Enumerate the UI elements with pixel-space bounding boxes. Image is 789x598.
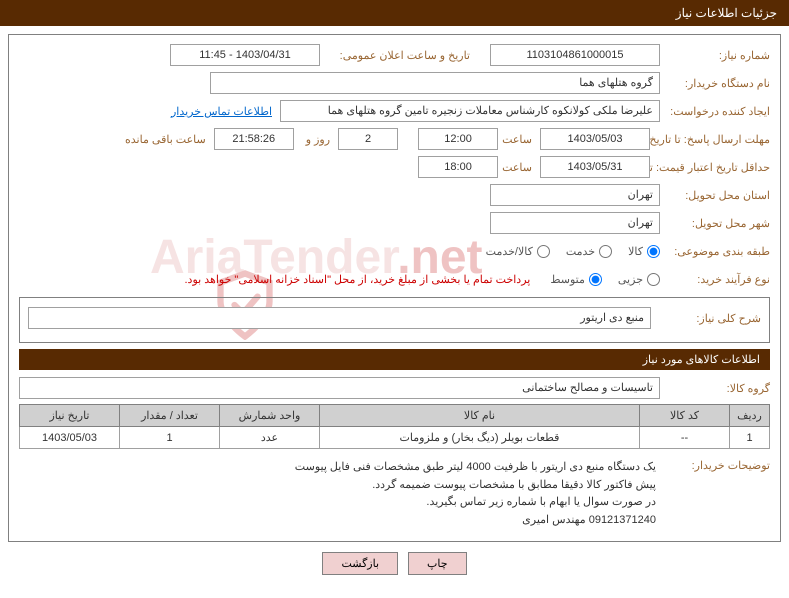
request-creator-label: ایجاد کننده درخواست: [660, 105, 770, 118]
need-summary-label: شرح کلی نیاز: [651, 312, 761, 325]
category-radio-goods-service-input[interactable] [537, 245, 550, 258]
summary-panel: شرح کلی نیاز: منبع دی اریتور [19, 297, 770, 343]
th-unit: واحد شمارش [220, 405, 320, 427]
validity-date-value: 1403/05/31 [540, 156, 650, 178]
info-panel: شماره نیاز: 1103104861000015 تاریخ و ساع… [8, 34, 781, 542]
days-and-label: روز و [302, 133, 330, 146]
buyer-notes-label: توضیحات خریدار: [660, 455, 770, 472]
announce-datetime-value: 1403/04/31 - 11:45 [170, 44, 320, 66]
delivery-city-label: شهر محل تحویل: [660, 217, 770, 230]
purchase-radio-partial[interactable]: جزیی [618, 273, 660, 286]
purchase-radio-medium-label: متوسط [550, 273, 585, 286]
back-button[interactable]: بازگشت [322, 552, 398, 575]
price-validity-label: حداقل تاریخ اعتبار قیمت: تا تاریخ: [650, 161, 770, 174]
purchase-type-label: نوع فرآیند خرید: [660, 273, 770, 286]
remaining-label: ساعت باقی مانده [121, 133, 206, 146]
category-radio-group: کالا خدمت کالا/خدمت [486, 245, 660, 258]
delivery-province-label: استان محل تحویل: [660, 189, 770, 202]
need-number-label: شماره نیاز: [660, 49, 770, 62]
th-row-no: ردیف [730, 405, 770, 427]
goods-info-section-title: اطلاعات کالاهای مورد نیاز [19, 349, 770, 370]
note-line-2: پیش فاکتور کالا دقیقا مطابق با مشخصات پی… [295, 477, 656, 495]
remaining-time-value: 21:58:26 [214, 128, 294, 150]
td-qty: 1 [120, 427, 220, 449]
table-row: 1 -- قطعات بویلر (دیگ بخار) و ملزومات عد… [20, 427, 770, 449]
td-goods-name: قطعات بویلر (دیگ بخار) و ملزومات [320, 427, 640, 449]
delivery-city-value: تهران [490, 212, 660, 234]
category-label: طبقه بندی موضوعی: [660, 245, 770, 258]
category-radio-service[interactable]: خدمت [566, 245, 612, 258]
goods-table: ردیف کد کالا نام کالا واحد شمارش تعداد /… [19, 404, 770, 449]
validity-time-value: 18:00 [418, 156, 498, 178]
page-title: جزئیات اطلاعات نیاز [676, 6, 777, 20]
td-unit: عدد [220, 427, 320, 449]
announce-datetime-label: تاریخ و ساعت اعلان عمومی: [320, 49, 470, 62]
category-radio-service-label: خدمت [566, 245, 595, 258]
note-line-4: 09121371240 مهندس امیری [295, 512, 656, 530]
th-need-date: تاریخ نیاز [20, 405, 120, 427]
purchase-radio-medium-input[interactable] [589, 273, 602, 286]
category-radio-goods-label: کالا [628, 245, 643, 258]
td-row-no: 1 [730, 427, 770, 449]
buyer-notes-row: توضیحات خریدار: یک دستگاه منبع دی اریتور… [19, 455, 770, 533]
need-summary-value: منبع دی اریتور [28, 307, 651, 329]
deadline-time-value: 12:00 [418, 128, 498, 150]
response-deadline-label: مهلت ارسال پاسخ: تا تاریخ: [650, 133, 770, 146]
remaining-days-value: 2 [338, 128, 398, 150]
delivery-province-value: تهران [490, 184, 660, 206]
purchase-radio-partial-label: جزیی [618, 273, 643, 286]
goods-group-label: گروه کالا: [660, 382, 770, 395]
request-creator-value: علیرضا ملکی کولانکوه کارشناس معاملات زنج… [280, 100, 660, 122]
category-radio-goods[interactable]: کالا [628, 245, 660, 258]
purchase-radio-group: جزیی متوسط [550, 273, 660, 286]
action-buttons: چاپ بازگشت [8, 542, 781, 585]
page-header: جزئیات اطلاعات نیاز [0, 0, 789, 26]
th-goods-code: کد کالا [640, 405, 730, 427]
goods-group-value: تاسیسات و مصالح ساختمانی [19, 377, 660, 399]
print-button[interactable]: چاپ [408, 552, 467, 575]
note-line-1: یک دستگاه منبع دی اریتور با ظرفیت 4000 ل… [295, 459, 656, 477]
category-radio-service-input[interactable] [599, 245, 612, 258]
goods-table-wrapper: ردیف کد کالا نام کالا واحد شمارش تعداد /… [19, 404, 770, 449]
note-line-3: در صورت سوال یا ابهام با شماره زیر تماس … [295, 494, 656, 512]
category-radio-goods-service[interactable]: کالا/خدمت [486, 245, 550, 258]
purchase-note: پرداخت تمام یا بخشی از مبلغ خرید، از محل… [185, 273, 531, 286]
purchase-radio-partial-input[interactable] [647, 273, 660, 286]
deadline-time-label: ساعت [498, 133, 532, 146]
category-radio-goods-input[interactable] [647, 245, 660, 258]
need-number-value: 1103104861000015 [490, 44, 660, 66]
validity-time-label: ساعت [498, 161, 532, 174]
deadline-date-value: 1403/05/03 [540, 128, 650, 150]
buyer-notes-text: یک دستگاه منبع دی اریتور با ظرفیت 4000 ل… [291, 455, 660, 533]
category-radio-goods-service-label: کالا/خدمت [486, 245, 533, 258]
buyer-org-value: گروه هتلهای هما [210, 72, 660, 94]
td-goods-code: -- [640, 427, 730, 449]
table-header-row: ردیف کد کالا نام کالا واحد شمارش تعداد /… [20, 405, 770, 427]
td-need-date: 1403/05/03 [20, 427, 120, 449]
th-qty: تعداد / مقدار [120, 405, 220, 427]
purchase-radio-medium[interactable]: متوسط [550, 273, 602, 286]
buyer-contact-link[interactable]: اطلاعات تماس خریدار [171, 105, 272, 118]
th-goods-name: نام کالا [320, 405, 640, 427]
buyer-org-label: نام دستگاه خریدار: [660, 77, 770, 90]
